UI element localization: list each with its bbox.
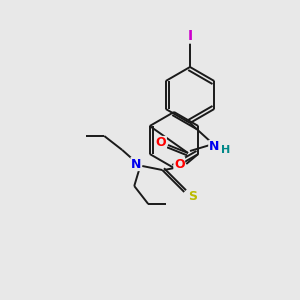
Text: S: S	[188, 190, 197, 202]
Text: O: O	[156, 136, 166, 149]
Text: N: N	[209, 140, 219, 154]
Text: O: O	[174, 158, 184, 170]
Text: H: H	[221, 145, 231, 155]
Text: N: N	[131, 158, 141, 170]
Text: I: I	[188, 29, 193, 43]
